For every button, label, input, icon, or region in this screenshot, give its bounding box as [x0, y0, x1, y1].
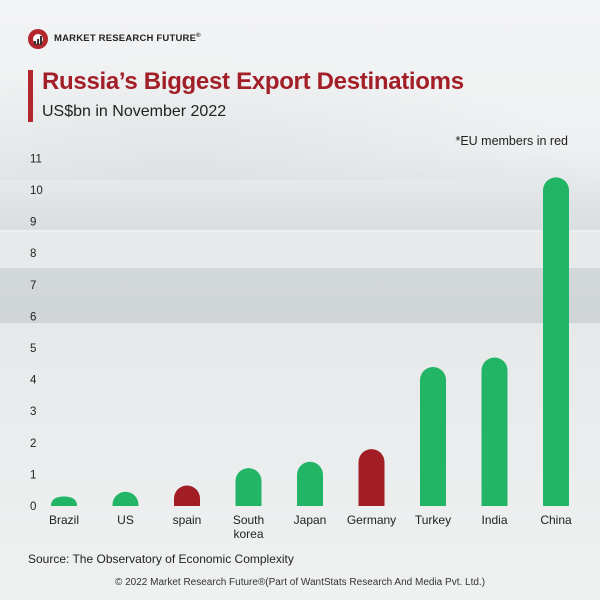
bar-turkey	[420, 366, 446, 506]
bar-us	[112, 491, 139, 506]
chart-title: Russia’s Biggest Export Destinatioms	[42, 68, 464, 95]
y-tick-label: 0	[30, 501, 36, 513]
x-category-label: South korea	[233, 513, 264, 541]
y-tick-label: 4	[30, 375, 37, 387]
bar-japan	[297, 461, 323, 506]
bar-south-korea	[235, 468, 262, 506]
eu-note: *EU members in red	[455, 134, 568, 148]
brand-name: MARKET RESEARCH FUTURE®	[54, 33, 201, 45]
registered-mark: ®	[196, 33, 201, 40]
y-tick-label: 8	[30, 248, 36, 260]
bar-spain	[174, 485, 200, 506]
y-tick-label: 11	[30, 153, 42, 165]
x-category-label: India	[481, 513, 507, 527]
x-category-label: Germany	[347, 513, 396, 527]
x-category-label: Turkey	[415, 513, 451, 527]
x-category-label: China	[540, 513, 572, 527]
x-category-label: Japan	[294, 513, 327, 527]
logo-icon	[28, 29, 48, 49]
title-accent-bar	[28, 70, 33, 122]
chart-subtitle: US$bn in November 2022	[42, 103, 227, 120]
x-category-label: US	[117, 513, 134, 527]
source-text: Source: The Observatory of Economic Comp…	[28, 552, 294, 566]
bar-brazil	[51, 496, 77, 506]
y-tick-label: 6	[30, 311, 36, 323]
y-tick-label: 9	[30, 217, 36, 229]
x-category-label: Brazil	[49, 513, 79, 527]
y-tick-label: 7	[30, 280, 36, 292]
y-tick-label: 3	[30, 406, 36, 418]
bar-china	[543, 177, 569, 506]
background-city	[0, 150, 600, 230]
bar-germany	[358, 449, 385, 506]
x-category-label: spain	[173, 513, 202, 527]
brand-logo: MARKET RESEARCH FUTURE®	[28, 29, 201, 49]
copyright-text: © 2022 Market Research Future®(Part of W…	[114, 577, 486, 588]
background-cranes	[0, 232, 600, 268]
y-tick-label: 5	[30, 343, 36, 355]
y-tick-label: 10	[30, 185, 43, 197]
y-tick-label: 1	[30, 469, 36, 481]
bar-india	[481, 357, 508, 506]
y-tick-label: 2	[30, 438, 36, 450]
background-ship	[0, 268, 600, 323]
